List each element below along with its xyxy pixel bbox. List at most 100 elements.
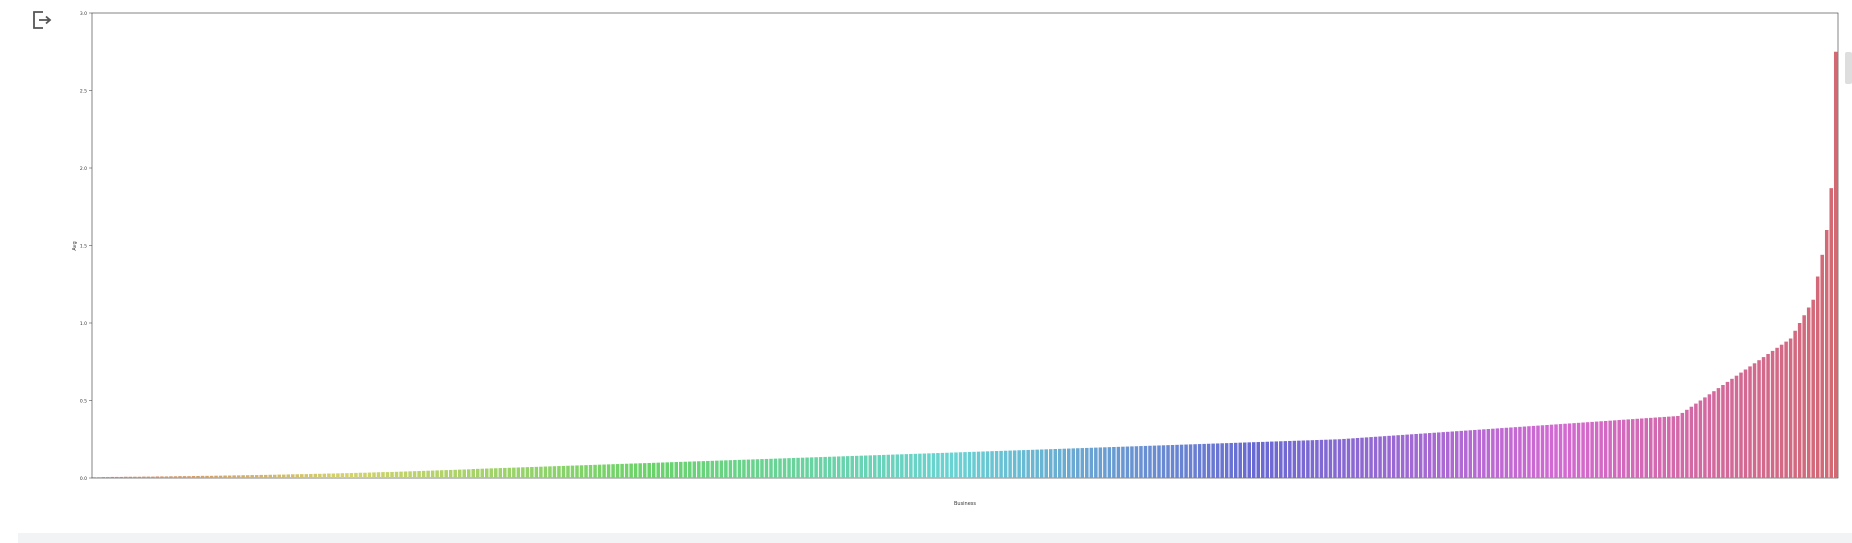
bar bbox=[534, 466, 539, 478]
bar bbox=[1621, 419, 1626, 478]
bar bbox=[827, 456, 832, 478]
bar bbox=[1139, 446, 1143, 478]
bar bbox=[349, 473, 354, 478]
bar bbox=[385, 472, 390, 478]
bar bbox=[1405, 434, 1409, 478]
bar bbox=[498, 468, 503, 478]
bar bbox=[1003, 450, 1008, 478]
bar bbox=[218, 475, 223, 478]
bar bbox=[1536, 425, 1540, 478]
bar bbox=[1369, 437, 1373, 478]
bar bbox=[1062, 448, 1067, 478]
bar bbox=[1265, 441, 1270, 478]
bar bbox=[1658, 417, 1662, 478]
bar bbox=[918, 453, 922, 478]
bar bbox=[850, 455, 854, 478]
bar bbox=[688, 461, 692, 478]
bar bbox=[435, 470, 439, 478]
bar bbox=[1161, 445, 1166, 478]
bar bbox=[507, 467, 512, 478]
bar bbox=[981, 451, 985, 478]
bar bbox=[1491, 428, 1495, 478]
bar bbox=[399, 471, 403, 478]
bar bbox=[1806, 307, 1811, 478]
bar bbox=[1766, 354, 1770, 478]
bar bbox=[769, 458, 773, 478]
bar bbox=[972, 451, 976, 478]
bar bbox=[1288, 440, 1292, 478]
bar bbox=[137, 476, 142, 478]
bar bbox=[1179, 444, 1184, 478]
bar bbox=[597, 464, 602, 478]
bar bbox=[629, 463, 633, 478]
bar bbox=[909, 453, 913, 478]
bar bbox=[1035, 449, 1039, 478]
bar bbox=[611, 464, 615, 478]
bar bbox=[430, 470, 435, 478]
bar bbox=[263, 474, 268, 478]
exit-to-app-icon[interactable] bbox=[30, 8, 54, 32]
scroll-handle[interactable] bbox=[1845, 52, 1852, 84]
bar bbox=[1017, 450, 1021, 478]
bar bbox=[318, 473, 322, 478]
bar bbox=[886, 454, 891, 478]
bar bbox=[954, 452, 958, 478]
bar bbox=[1382, 436, 1387, 478]
bar bbox=[1630, 419, 1635, 478]
bar bbox=[232, 475, 236, 478]
bar bbox=[142, 476, 146, 478]
bar bbox=[1279, 441, 1283, 478]
bar bbox=[633, 463, 638, 478]
bar bbox=[1193, 444, 1197, 478]
bar bbox=[1283, 441, 1288, 478]
bar bbox=[1649, 417, 1653, 478]
bar bbox=[1820, 254, 1824, 478]
bar bbox=[737, 459, 742, 478]
bar bbox=[606, 464, 611, 478]
bar bbox=[1391, 435, 1396, 478]
bar bbox=[1545, 424, 1549, 478]
bar bbox=[809, 457, 814, 478]
bar bbox=[173, 476, 178, 478]
bar bbox=[1292, 440, 1297, 478]
bar bbox=[742, 459, 746, 478]
bar bbox=[1409, 434, 1414, 478]
bar bbox=[1387, 435, 1391, 478]
bar bbox=[1432, 432, 1436, 478]
bar bbox=[394, 471, 399, 478]
bar bbox=[1833, 51, 1838, 478]
bar bbox=[895, 454, 900, 478]
bar bbox=[178, 476, 182, 478]
bar bbox=[1788, 338, 1793, 478]
bar bbox=[1504, 427, 1509, 478]
bar bbox=[1549, 424, 1554, 478]
bar bbox=[900, 454, 904, 478]
bar bbox=[1716, 388, 1721, 478]
y-axis-ticks: 0.0 0.5 1.0 1.5 2.0 2.5 3.0 bbox=[80, 11, 92, 482]
bar bbox=[999, 450, 1003, 479]
bar bbox=[665, 462, 669, 478]
bar bbox=[724, 460, 728, 478]
bar bbox=[1233, 442, 1238, 478]
bar bbox=[182, 476, 187, 478]
bar bbox=[1445, 431, 1450, 478]
bar bbox=[1333, 439, 1337, 478]
bar bbox=[313, 473, 318, 478]
bar bbox=[286, 474, 291, 478]
bar bbox=[1468, 430, 1473, 478]
bar bbox=[146, 476, 151, 478]
bar bbox=[674, 462, 679, 478]
bar bbox=[300, 474, 304, 479]
bar bbox=[128, 476, 133, 478]
bar bbox=[1418, 433, 1423, 478]
bar bbox=[354, 472, 358, 478]
bar bbox=[1712, 391, 1716, 478]
bar bbox=[457, 469, 462, 478]
bar bbox=[1473, 429, 1477, 478]
bar bbox=[1057, 448, 1062, 478]
bar bbox=[1355, 438, 1360, 478]
bar bbox=[512, 467, 516, 478]
bar bbox=[841, 456, 845, 478]
bar bbox=[169, 476, 173, 478]
bar bbox=[778, 458, 782, 478]
